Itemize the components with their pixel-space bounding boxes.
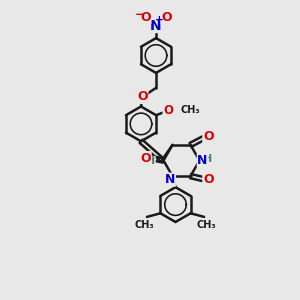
Text: CH₃: CH₃ [135,220,154,230]
Text: H: H [203,154,212,164]
Text: O: O [140,11,151,24]
Text: N: N [197,154,208,167]
Text: N: N [165,173,175,186]
Text: O: O [203,130,214,143]
Text: O: O [140,152,151,165]
Text: O: O [163,104,173,117]
Text: O: O [137,90,148,104]
Text: O: O [161,11,172,24]
Text: H: H [146,156,155,167]
Text: CH₃: CH₃ [197,220,216,230]
Text: O: O [203,172,214,186]
Text: N: N [150,19,162,32]
Text: CH₃: CH₃ [181,105,200,115]
Text: −: − [135,8,145,21]
Text: +: + [154,15,164,25]
